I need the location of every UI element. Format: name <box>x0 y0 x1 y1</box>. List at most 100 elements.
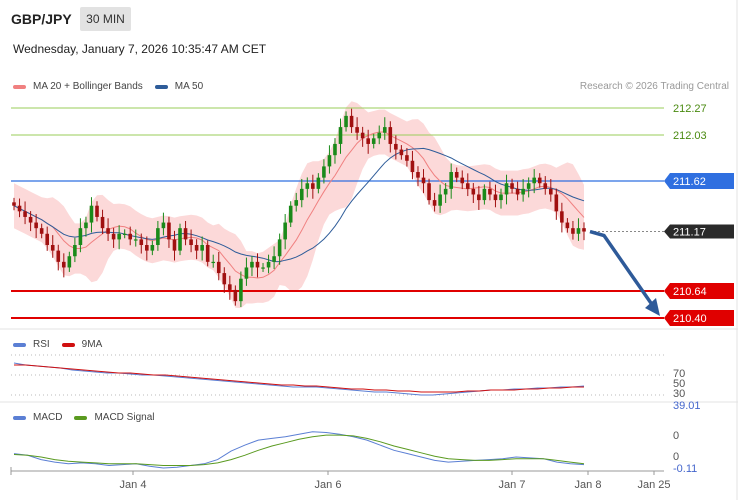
x-tick-label: Jan 25 <box>637 479 670 491</box>
candle-body <box>17 205 22 212</box>
candle-body <box>371 138 376 144</box>
candle-body <box>344 115 348 128</box>
candle-body <box>338 127 343 144</box>
candle-body <box>366 138 370 144</box>
support-label: 210.64 <box>673 286 707 298</box>
credit-text: Research © 2026 Trading Central <box>579 81 729 92</box>
candle-body <box>410 160 415 173</box>
support-tag <box>664 310 734 326</box>
candle-body <box>244 267 249 279</box>
candle-body <box>316 177 321 189</box>
candle-body <box>200 245 204 251</box>
candle-body <box>399 149 404 156</box>
pivot-tag <box>664 173 734 189</box>
forecast-arrow <box>589 229 660 316</box>
x-tick-label: Jan 7 <box>499 479 526 491</box>
candle-body <box>493 194 498 201</box>
candle-body <box>311 183 315 189</box>
candle-body <box>294 200 299 206</box>
candle-body <box>255 261 260 268</box>
candle-body <box>95 205 99 217</box>
candle-body <box>145 245 149 251</box>
candle-body <box>178 228 182 251</box>
candle-body <box>421 177 426 184</box>
candle-body <box>560 211 564 223</box>
candle-body <box>443 188 448 195</box>
candle-body <box>510 183 514 189</box>
last-price-tag <box>664 224 734 239</box>
candle-body <box>377 132 382 139</box>
osc-last-value: -0.11 <box>673 463 697 475</box>
last-price-label: 211.17 <box>673 227 706 239</box>
candle-body <box>106 228 110 234</box>
candle-body <box>405 155 409 161</box>
osc-axis-label: 0 <box>673 430 679 442</box>
candle-body <box>460 177 465 184</box>
candle-body <box>62 261 66 268</box>
pivot-label: 211.62 <box>673 176 706 188</box>
candle-body <box>150 245 155 251</box>
candle-body <box>139 239 144 246</box>
9ma-line <box>14 364 584 393</box>
osc-last-value: 39.01 <box>673 400 701 412</box>
ma50-legend-label: MA 50 <box>174 81 204 92</box>
candle-body <box>167 222 171 240</box>
rsi-legend: RSI 9MA <box>13 339 102 350</box>
candle-body <box>565 222 570 229</box>
support-tag <box>664 283 734 300</box>
candle-body <box>189 239 193 246</box>
forecast-arrow-line <box>589 229 655 307</box>
candle-body <box>161 222 166 229</box>
candle-body <box>156 228 160 246</box>
candle-body <box>78 228 83 246</box>
candle-body <box>239 278 243 302</box>
candle-body <box>222 273 227 285</box>
candle-body <box>228 284 232 290</box>
candle-body <box>84 222 88 229</box>
candle-body <box>34 222 38 229</box>
candle-body <box>183 228 188 240</box>
candle-body <box>449 172 453 189</box>
candle-body <box>482 188 487 201</box>
ma20-swatch <box>13 84 26 89</box>
osc-axis-label: 30 <box>673 388 685 400</box>
candle-body <box>23 211 27 217</box>
candle-body <box>89 205 94 223</box>
bollinger-band-area <box>14 101 584 309</box>
price-legend: MA 20 + Bollinger Bands MA 50 <box>13 81 203 92</box>
candle-body <box>133 239 138 241</box>
macd-legend: MACD MACD Signal <box>13 412 154 423</box>
candle-body <box>28 216 33 223</box>
candle-body <box>388 127 393 144</box>
candle-body <box>45 233 50 246</box>
candle-body <box>305 183 310 189</box>
macd-line <box>13 431 585 469</box>
candle-body <box>100 216 105 229</box>
candle-body <box>327 155 332 167</box>
candle-body <box>416 172 420 178</box>
candle-body <box>532 177 536 184</box>
candle-body <box>382 127 387 133</box>
candle-body <box>526 183 531 189</box>
candle-body <box>277 239 282 257</box>
candle-body <box>117 233 121 240</box>
resistance-label: 212.03 <box>673 130 707 142</box>
timeframe-button[interactable]: 30 MIN <box>80 7 131 31</box>
x-tick-label: Jan 6 <box>315 479 342 491</box>
candle-body <box>548 188 553 195</box>
candle-body <box>211 261 216 264</box>
candle-body <box>504 183 509 195</box>
candle-body <box>355 127 359 133</box>
osc-axis-label: 50 <box>673 378 685 390</box>
candle-body <box>56 250 61 262</box>
candle-body <box>465 183 470 189</box>
candle-body <box>205 245 210 262</box>
rsi-9ma-swatch <box>61 342 75 347</box>
candle-body <box>73 245 77 257</box>
candle-body <box>12 202 16 206</box>
candle-body <box>50 245 55 251</box>
x-axis: Jan 4 Jan 6 Jan 7 Jan 8 Jan 25 <box>10 467 671 491</box>
resistance-label: 212.27 <box>673 103 707 115</box>
candle-body <box>233 289 238 302</box>
